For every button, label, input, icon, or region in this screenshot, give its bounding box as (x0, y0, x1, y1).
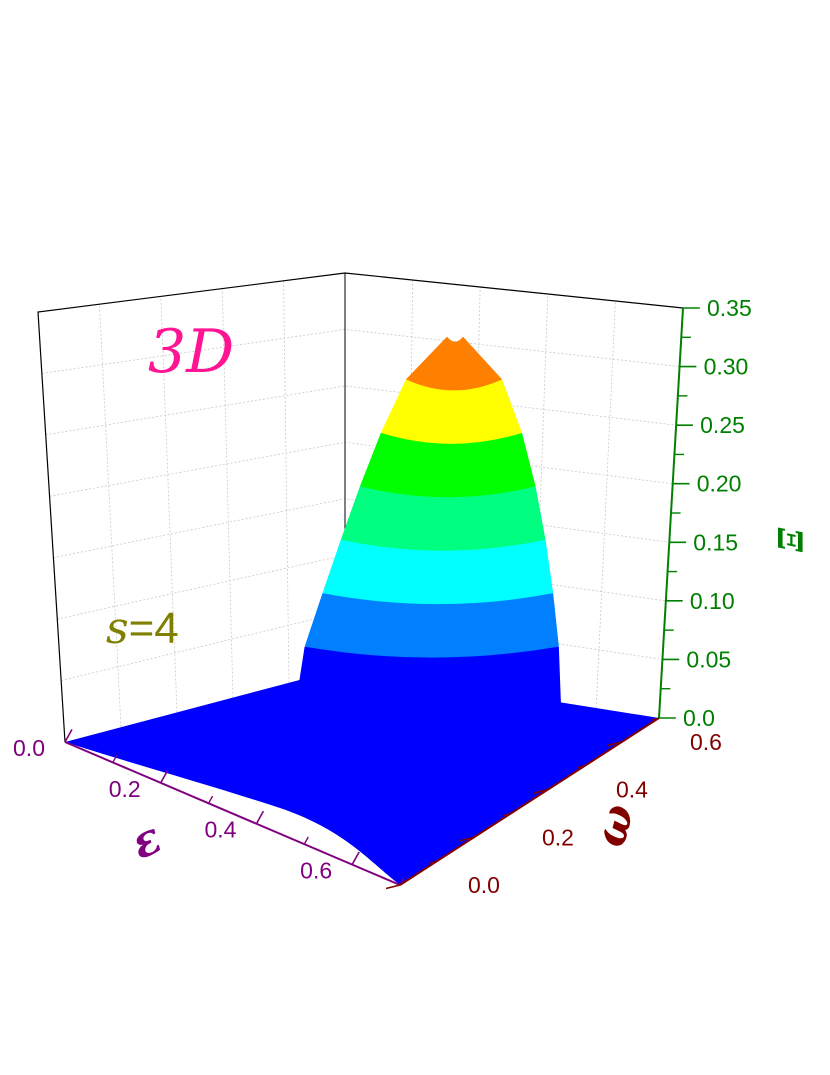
surface-band (340, 486, 546, 551)
tick-label: 0.2 (542, 824, 574, 850)
minor-tick (207, 795, 214, 804)
tick-mark (533, 788, 549, 794)
tick-label: 0.35 (707, 295, 752, 321)
surface-band (380, 379, 523, 444)
minor-tick (576, 765, 586, 769)
tick-mark (607, 741, 623, 747)
surface-band (287, 646, 563, 771)
minor-tick (428, 860, 438, 864)
gridline (99, 304, 122, 728)
tick-mark (255, 810, 265, 825)
minor-tick (650, 717, 660, 721)
tick-label: 0.4 (204, 817, 236, 843)
tick-mark (459, 836, 475, 842)
gridline (533, 293, 549, 699)
y-ticks: 0.0 0.2 0.4 0.6 (385, 717, 722, 898)
minor-tick (303, 836, 309, 845)
parameter-value: =4 (129, 604, 179, 653)
dimension-label: 3D (148, 317, 234, 387)
left-wall (38, 273, 345, 742)
surface-bands (287, 336, 563, 771)
minor-tick (502, 812, 512, 817)
surface-band (359, 432, 536, 498)
gridline (160, 296, 178, 713)
gridline (221, 288, 234, 698)
tick-label: 0.0 (13, 735, 45, 761)
tick-mark (64, 729, 73, 743)
y-axis-title: ω (585, 799, 645, 853)
z-axis-title: Ξ (769, 527, 809, 553)
tick-label: 0.25 (700, 412, 745, 438)
tick-label: 0.20 (697, 471, 742, 497)
x-axis-line (64, 741, 401, 886)
tick-label: 0.6 (690, 729, 722, 755)
gridline (45, 385, 677, 436)
y-axis-line (399, 717, 660, 886)
surface-band (304, 593, 559, 658)
tick-label: 0.0 (468, 872, 500, 898)
parameter-label: s=4 (106, 603, 179, 654)
x-axis-title: ε (123, 812, 169, 870)
parameter-symbol: s (106, 603, 129, 654)
tick-label: 0.0 (683, 705, 715, 731)
tick-label: 0.6 (300, 858, 332, 884)
tick-mark (351, 851, 360, 865)
z-axis: 0.0 0.05 0.10 0.15 0.20 0.25 0.30 0.35 Ξ (658, 295, 809, 731)
z-ticks: 0.0 0.05 0.10 0.15 0.20 0.25 0.30 0.35 (659, 295, 752, 731)
surface-band (405, 336, 503, 391)
tick-mark (385, 884, 401, 890)
left-wall-edge (37, 272, 684, 743)
tick-label: 0.4 (616, 777, 648, 803)
minor-tick (112, 754, 118, 763)
tick-label: 0.15 (693, 529, 738, 555)
tick-mark (160, 769, 169, 784)
tick-label: 0.2 (109, 776, 141, 802)
tick-label: 0.10 (690, 588, 735, 614)
tick-label: 0.05 (686, 646, 731, 672)
surface-band (322, 539, 554, 605)
gridline (283, 280, 290, 683)
x-ticks: 0.0 0.2 0.4 0.6 (13, 729, 405, 886)
tick-label: 0.30 (704, 354, 749, 380)
